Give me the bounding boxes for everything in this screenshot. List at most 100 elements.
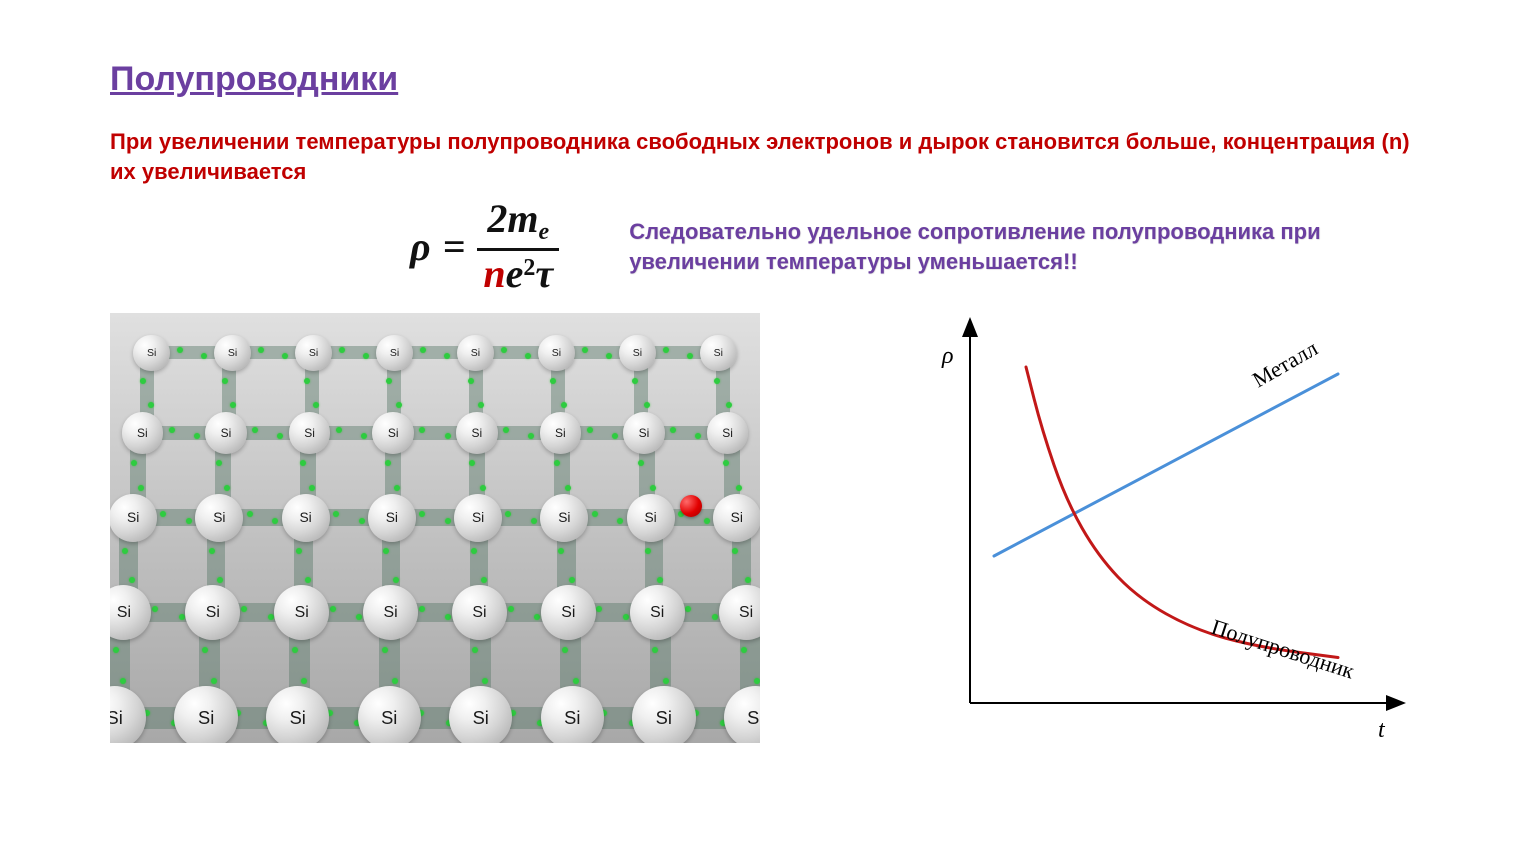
bond-electron-dot [201, 353, 207, 359]
bond-electron-dot [480, 485, 486, 491]
intro-text: При увеличении температуры полупроводник… [110, 127, 1423, 186]
bond-electron-dot [122, 548, 128, 554]
bond-electron-dot [508, 606, 514, 612]
bond-electron-dot [741, 647, 747, 653]
bond-electron-dot [252, 427, 258, 433]
bond-electron-dot [587, 427, 593, 433]
si-atom: Si [724, 686, 760, 743]
bond-electron-dot [582, 347, 588, 353]
bond-electron-dot [300, 460, 306, 466]
bond-electron-dot [723, 460, 729, 466]
y-axis-label: ρ [941, 343, 954, 369]
bond-electron-dot [650, 485, 656, 491]
bond-electron-dot [382, 647, 388, 653]
bond-electron-dot [194, 433, 200, 439]
si-atom: Si [449, 686, 512, 743]
bond-electron-dot [282, 353, 288, 359]
bond-electron-dot [565, 485, 571, 491]
formula-denominator: ne2τ [477, 253, 559, 295]
silicon-lattice-diagram: Si Si Si Si Si Si Si Si Si Si Si Si Si Si Si Si Si Si Si Si… [110, 313, 760, 743]
bond-electron-dot [550, 378, 556, 384]
si-atom: Si [540, 412, 582, 454]
formula-lhs: ρ [410, 223, 431, 270]
series-Металл [994, 374, 1338, 556]
bond-electron-dot [657, 577, 663, 583]
bond-electron-dot [268, 614, 274, 620]
free-electron [680, 495, 702, 517]
bond-electron-dot [292, 647, 298, 653]
bond-electron-dot [330, 606, 336, 612]
si-atom: Si [541, 686, 604, 743]
si-atom: Si [713, 494, 760, 542]
si-atom: Si [376, 335, 412, 371]
formula-equals: = [443, 223, 466, 270]
bond-electron-dot [313, 402, 319, 408]
bond-electron-dot [745, 577, 751, 583]
content-row: Si Si Si Si Si Si Si Si Si Si Si Si Si Si Si Si Si Si Si Si… [110, 313, 1423, 763]
num-sub: e [539, 220, 550, 246]
si-atom: Si [538, 335, 574, 371]
si-atom: Si [456, 412, 498, 454]
formula-fraction: 2me ne2τ [477, 198, 559, 294]
bond-electron-dot [554, 460, 560, 466]
bond-electron-dot [361, 433, 367, 439]
si-atom: Si [358, 686, 421, 743]
resistivity-formula: ρ = 2me ne2τ [410, 198, 559, 294]
si-atom: Si [295, 335, 331, 371]
series-label-Полупроводник: Полупроводник [1208, 614, 1357, 684]
si-atom: Si [619, 335, 655, 371]
denom-n: n [483, 251, 505, 296]
bond-electron-dot [386, 378, 392, 384]
si-atom: Si [454, 494, 502, 542]
bond-electron-dot [469, 460, 475, 466]
bond-electron-dot [561, 402, 567, 408]
bond-electron-dot [113, 647, 119, 653]
bond-electron-dot [501, 347, 507, 353]
bond-electron-dot [638, 460, 644, 466]
series-Полупроводник [1026, 367, 1338, 658]
bond-electron-dot [468, 378, 474, 384]
bond-electron-dot [396, 402, 402, 408]
bond-electron-dot [644, 402, 650, 408]
si-atom: Si [368, 494, 416, 542]
formula-row: ρ = 2me ne2τ Следовательно удельное сопр… [110, 198, 1423, 294]
si-atom: Si [274, 585, 329, 640]
bond-electron-dot [687, 353, 693, 359]
bond-electron-dot [445, 433, 451, 439]
denom-e: e [506, 251, 524, 296]
bond-electron-dot [569, 577, 575, 583]
bond-electron-dot [304, 378, 310, 384]
si-atom: Si [214, 335, 250, 371]
si-atom: Si [372, 412, 414, 454]
si-atom: Si [700, 335, 736, 371]
si-atom: Si [205, 412, 247, 454]
si-atom: Si [623, 412, 665, 454]
bond-electron-dot [169, 427, 175, 433]
bond-electron-dot [525, 353, 531, 359]
si-atom: Si [195, 494, 243, 542]
bond-electron-dot [305, 577, 311, 583]
bond-electron-dot [333, 511, 339, 517]
bond-electron-dot [712, 614, 718, 620]
bond-electron-dot [148, 402, 154, 408]
bond-electron-dot [129, 577, 135, 583]
bond-electron-dot [309, 485, 315, 491]
si-atom: Si [133, 335, 169, 371]
bond-electron-dot [392, 678, 398, 684]
num-var: m [507, 196, 538, 241]
bond-electron-dot [472, 647, 478, 653]
bond-electron-dot [419, 606, 425, 612]
bond-electron-dot [606, 353, 612, 359]
si-atom: Si [452, 585, 507, 640]
bond-electron-dot [131, 460, 137, 466]
bond-electron-dot [562, 647, 568, 653]
resistivity-vs-temperature-chart: ρtМеталлПолупроводник [900, 313, 1420, 763]
bond-electron-dot [420, 347, 426, 353]
si-atom: Si [266, 686, 329, 743]
bond-electron-dot [471, 548, 477, 554]
bond-electron-dot [339, 347, 345, 353]
si-atom: Si [540, 494, 588, 542]
bond-electron-dot [363, 353, 369, 359]
bond-electron-dot [179, 614, 185, 620]
si-atom: Si [457, 335, 493, 371]
